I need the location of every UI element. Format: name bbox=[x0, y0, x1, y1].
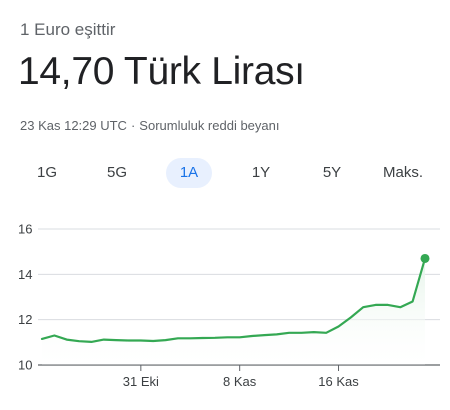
tab-5y[interactable]: 5Y bbox=[322, 164, 342, 181]
tab-maks[interactable]: Maks. bbox=[382, 164, 423, 181]
tab-1g[interactable]: 1G bbox=[36, 164, 57, 181]
exchange-rate-value: 14,70 Türk Lirası bbox=[18, 50, 305, 93]
rate-timestamp: 23 Kas 12:29 UTC bbox=[20, 118, 127, 133]
rate-meta: 23 Kas 12:29 UTC · Sorumluluk reddi beyanı bbox=[20, 118, 280, 133]
y-tick-label: 14 bbox=[18, 267, 32, 282]
tab-1y[interactable]: 1Y bbox=[251, 164, 271, 181]
exchange-rate-chart: 10 12 14 16 31 Eki 8 Kas 16 Kas bbox=[0, 205, 450, 410]
x-tick-label: 31 Eki bbox=[123, 374, 159, 389]
y-tick-label: 12 bbox=[18, 312, 32, 327]
disclaimer-link[interactable]: Sorumluluk reddi beyanı bbox=[139, 118, 280, 133]
latest-point-marker bbox=[420, 253, 430, 263]
series-line bbox=[40, 257, 427, 343]
x-tick-label: 16 Kas bbox=[318, 374, 359, 389]
tab-1a[interactable]: 1A bbox=[166, 158, 212, 188]
tab-5g[interactable]: 5G bbox=[106, 164, 127, 181]
conversion-subtitle: 1 Euro eşittir bbox=[20, 20, 116, 39]
time-range-tabs: 1G 5G 1A 1Y 5Y Maks. bbox=[0, 158, 450, 188]
y-tick-label: 16 bbox=[18, 222, 32, 237]
series-area bbox=[42, 258, 425, 365]
meta-separator: · bbox=[130, 118, 136, 133]
x-tick-label: 8 Kas bbox=[223, 374, 257, 389]
y-tick-label: 10 bbox=[18, 358, 32, 373]
chart-svg: 10 12 14 16 31 Eki 8 Kas 16 Kas bbox=[18, 222, 440, 389]
